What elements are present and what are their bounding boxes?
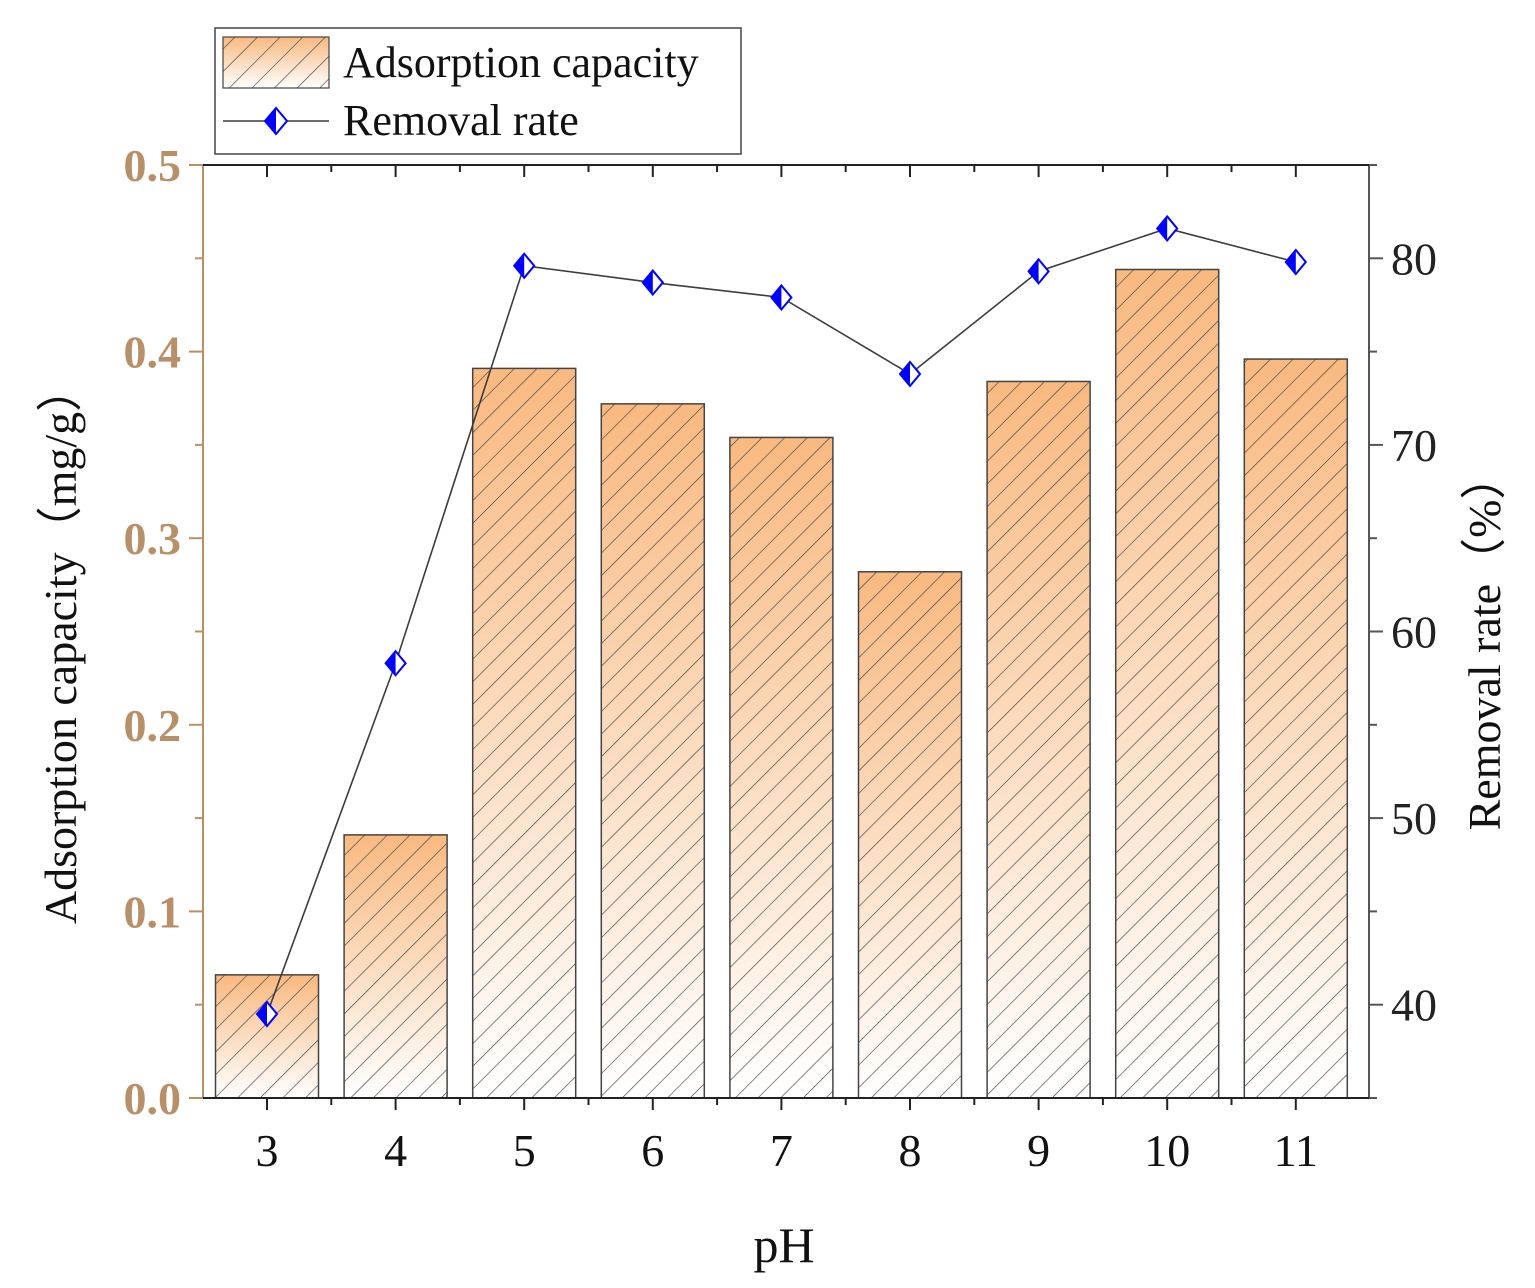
line-layer: [255, 214, 1308, 1028]
left-tick-label: 0.2: [124, 700, 182, 751]
bar-11: [1243, 358, 1349, 1099]
left-tick-label: 0.1: [124, 886, 182, 937]
left-tick-label: 0.4: [124, 327, 182, 378]
left-tick-label: 0.0: [124, 1073, 182, 1124]
bar-9: [986, 380, 1091, 1099]
marker-half-fill: [900, 361, 910, 386]
removal-rate-marker-7: [770, 283, 793, 312]
removal-rate-marker-9: [1027, 257, 1050, 285]
bar-hatch: [471, 367, 577, 1099]
marker-half-fill: [1028, 259, 1039, 284]
bars-layer: [214, 268, 1349, 1099]
bar-5: [471, 367, 577, 1099]
bar-4: [343, 834, 448, 1099]
x-tick-label: 4: [384, 1125, 407, 1176]
marker-half-fill: [1285, 250, 1296, 275]
removal-rate-marker-8: [898, 360, 922, 388]
left-tick-label: 0.5: [124, 140, 182, 191]
x-tick-label: 9: [1027, 1125, 1050, 1176]
left-tick-label: 0.3: [124, 513, 182, 564]
x-tick-label: 10: [1144, 1125, 1190, 1176]
right-axis-title: Removal rate（%）: [1459, 454, 1510, 831]
legend-marker-icon: [263, 106, 289, 136]
bar-hatch: [729, 436, 834, 1099]
bar-hatch: [600, 403, 706, 1099]
bar-8: [857, 571, 963, 1099]
marker-half-fill: [257, 1002, 267, 1027]
removal-rate-marker-10: [1155, 214, 1179, 243]
right-tick-label: 80: [1391, 233, 1437, 284]
marker-half-fill: [771, 285, 782, 310]
bar-hatch: [1114, 268, 1220, 1099]
marker-half-fill: [1157, 216, 1168, 241]
bar-10: [1114, 268, 1220, 1099]
x-tick-label: 7: [770, 1125, 793, 1176]
legend: Adsorption capacity Removal rate: [214, 27, 742, 155]
x-tick-label: 5: [513, 1125, 536, 1176]
x-tick-label: 8: [899, 1125, 922, 1176]
bar-7: [729, 436, 834, 1099]
x-tick-label: 6: [641, 1125, 664, 1176]
x-tick-label: 11: [1274, 1125, 1318, 1176]
removal-rate-marker-11: [1284, 248, 1308, 276]
marker-half-fill: [385, 651, 396, 676]
axes-layer: [189, 164, 1383, 1110]
marker-half-fill: [514, 253, 525, 278]
legend-label-adsorption: Adsorption capacity: [343, 38, 699, 87]
removal-rate-marker-3: [255, 1000, 279, 1028]
x-axis-title: pH: [753, 1217, 814, 1273]
right-tick-label: 60: [1391, 607, 1437, 658]
labels-layer: 0.0 0.1 0.2 0.3 0.4 0.5 40 50 60 70 80 3 4 5 6 7 8 9 10 11 p…: [35, 140, 1510, 1273]
bar-hatch: [1243, 358, 1349, 1099]
removal-rate-marker-4: [384, 649, 407, 677]
removal-rate-marker-6: [641, 268, 665, 297]
bar-hatch: [857, 571, 963, 1099]
legend-label-removal: Removal rate: [343, 96, 579, 145]
bar-3: [214, 974, 320, 1099]
x-tick-label: 3: [256, 1125, 279, 1176]
bar-hatch: [214, 974, 320, 1099]
bar-6: [600, 403, 706, 1099]
right-tick-label: 70: [1391, 420, 1437, 471]
bar-hatch: [986, 380, 1091, 1099]
right-tick-label: 40: [1391, 980, 1437, 1031]
legend-bar-hatch: [222, 36, 330, 89]
removal-rate-marker-5: [512, 252, 536, 280]
left-axis-title: Adsorption capacity（mg/g）: [35, 366, 86, 924]
bar-hatch: [343, 834, 448, 1099]
right-tick-label: 50: [1391, 793, 1437, 844]
marker-half-fill: [642, 270, 653, 295]
